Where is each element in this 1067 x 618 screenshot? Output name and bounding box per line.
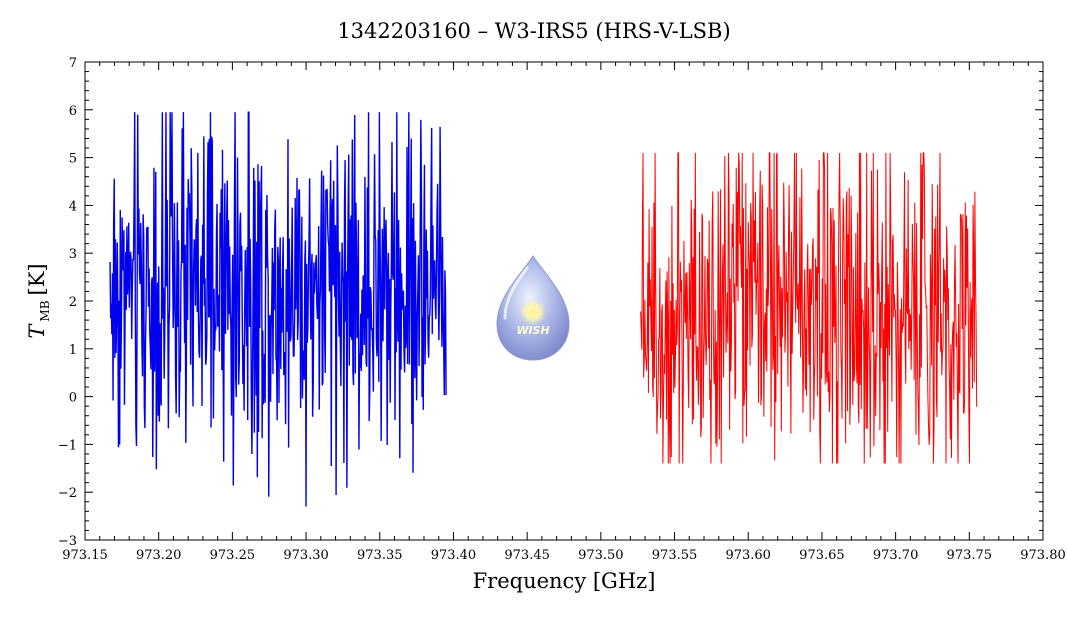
spectrum-line (109, 111, 447, 507)
axis-ticks: 973.15 973.20 973.25 973.30 973.35 973.40 973.… (58, 56, 1066, 563)
x-tick-label: 973.35 (357, 548, 403, 563)
y-tick-label: 3 (69, 247, 77, 262)
y-axis-title-unit: [K] (25, 263, 49, 295)
y-tick-label: 1 (69, 343, 77, 358)
x-axis-title: Frequency [GHz] (473, 569, 656, 593)
y-tick-label: −1 (58, 438, 77, 453)
x-tick-label: 973.55 (652, 548, 698, 563)
y-tick-label: 0 (69, 391, 77, 406)
wish-logo-text: WISH (516, 324, 549, 337)
y-tick-label: 5 (69, 152, 77, 167)
y-axis-title-subscript: MB (38, 300, 52, 321)
x-tick-label: 973.60 (725, 548, 771, 563)
y-tick-label: 2 (69, 295, 77, 310)
wish-logo-icon: WISH (496, 255, 570, 361)
spectrum-line (640, 152, 978, 464)
svg-text:TMB[K]: T MB [K] (25, 263, 52, 338)
x-tick-label: 973.45 (504, 548, 550, 563)
x-tick-label: 973.80 (1020, 548, 1066, 563)
y-tick-label: 7 (69, 56, 77, 71)
x-tick-label: 973.75 (947, 548, 993, 563)
series-layer (109, 111, 978, 507)
x-tick-label: 973.20 (136, 548, 182, 563)
x-tick-label: 973.40 (431, 548, 477, 563)
x-tick-label: 973.30 (283, 548, 329, 563)
x-tick-label: 973.65 (799, 548, 845, 563)
y-tick-label: 4 (69, 199, 77, 214)
x-tick-label: 973.50 (578, 548, 624, 563)
x-tick-label: 973.25 (210, 548, 256, 563)
x-tick-label: 973.70 (873, 548, 919, 563)
x-tick-label: 973.15 (62, 548, 108, 563)
y-axis-title-symbol: T (25, 323, 49, 339)
y-tick-label: −3 (58, 534, 77, 549)
chart-title: 1342203160 – W3-IRS5 (HRS-V-LSB) (337, 19, 730, 43)
y-axis-title: T MB [K] (25, 263, 52, 338)
y-tick-label: 6 (69, 104, 77, 119)
y-tick-label: −2 (58, 486, 77, 501)
